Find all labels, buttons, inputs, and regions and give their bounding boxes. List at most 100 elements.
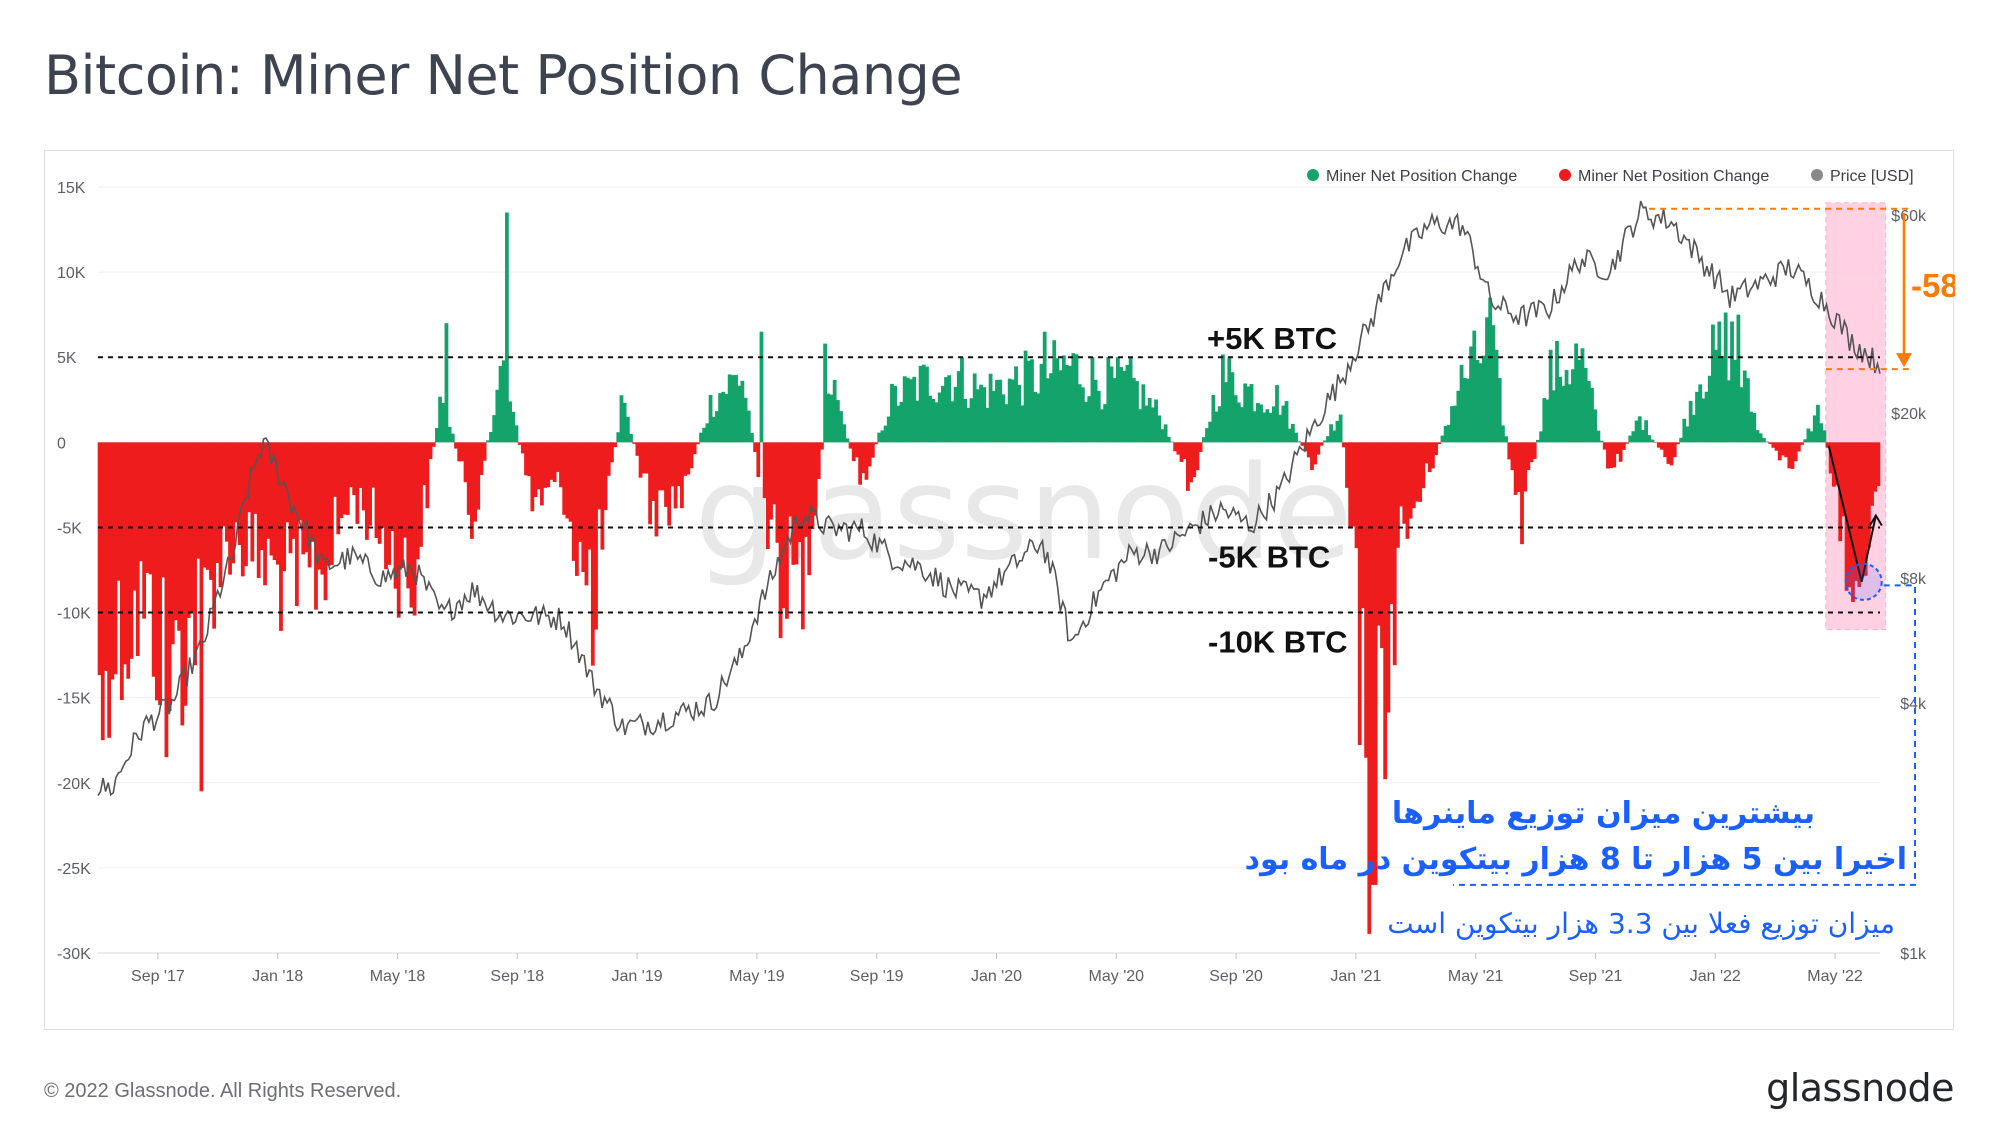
bar — [244, 442, 248, 567]
bar — [934, 402, 939, 443]
bar — [1150, 407, 1155, 443]
bar — [921, 364, 926, 443]
bar — [501, 360, 506, 443]
bar — [613, 442, 617, 448]
bar — [1816, 404, 1820, 443]
bar — [431, 442, 436, 447]
bar — [1236, 402, 1241, 443]
bar — [349, 442, 353, 488]
bar — [333, 442, 337, 497]
bar — [890, 383, 894, 443]
y-right-tick-label: $4k — [1900, 696, 1927, 713]
bar — [1023, 350, 1028, 443]
bar — [695, 442, 700, 445]
x-tick-label: Jan '21 — [1330, 968, 1381, 985]
bar — [1007, 378, 1012, 443]
bar — [377, 442, 382, 544]
bar — [275, 442, 280, 565]
bar — [1103, 404, 1108, 443]
bar — [918, 365, 923, 443]
bar — [1154, 399, 1158, 443]
bar — [829, 394, 834, 443]
price-line — [97, 200, 1881, 797]
bar — [1781, 442, 1785, 456]
bar — [1720, 355, 1725, 443]
bar — [406, 442, 411, 589]
bar — [594, 442, 598, 630]
bar — [832, 379, 837, 443]
x-tick-label: Jan '18 — [252, 968, 303, 985]
bar — [145, 442, 150, 573]
bar — [606, 442, 611, 476]
bar — [1189, 442, 1193, 483]
bar — [956, 371, 961, 443]
bar — [1338, 414, 1343, 443]
bar — [527, 442, 532, 477]
bar — [371, 442, 376, 488]
bar — [1586, 381, 1591, 443]
bar — [1135, 381, 1139, 443]
y-right-tick-label: $20k — [1891, 406, 1927, 423]
bar — [1459, 364, 1464, 443]
bar — [142, 442, 147, 619]
bar — [673, 442, 678, 509]
bar — [460, 442, 465, 462]
legend-swatch — [1307, 169, 1319, 181]
bar — [718, 393, 722, 443]
bar — [151, 442, 156, 677]
bar — [1682, 418, 1687, 443]
bar — [565, 442, 570, 519]
bar — [1405, 442, 1410, 539]
bar — [1641, 429, 1645, 443]
bar — [1408, 442, 1413, 519]
bar — [584, 442, 589, 586]
bar — [1335, 420, 1340, 443]
bar — [1790, 442, 1795, 469]
bar — [409, 442, 414, 608]
bar — [559, 442, 563, 488]
bar — [1469, 346, 1473, 443]
bar — [1516, 442, 1521, 492]
bar — [1462, 377, 1467, 443]
bar — [139, 442, 143, 562]
drawdown-label: -58% — [1911, 267, 1955, 304]
bar — [1539, 431, 1543, 443]
bar — [1647, 435, 1652, 443]
bar — [1170, 441, 1174, 443]
bar — [1676, 442, 1680, 445]
bar — [1389, 442, 1394, 605]
bar — [683, 442, 687, 476]
bar — [1711, 324, 1715, 443]
bar — [1205, 428, 1209, 443]
bar — [116, 442, 121, 581]
bar — [883, 425, 888, 443]
bar — [1112, 378, 1117, 443]
bar — [905, 377, 910, 443]
trend-arrowhead — [1869, 513, 1883, 527]
bar — [972, 373, 977, 443]
bar — [132, 442, 137, 591]
bar — [1418, 442, 1423, 502]
y-left-tick-label: -10K — [57, 606, 91, 623]
reference-line-label: -10K BTC — [1208, 625, 1348, 660]
bar — [689, 442, 694, 469]
bar — [794, 442, 799, 565]
bar — [1669, 442, 1674, 466]
bar — [1354, 442, 1359, 549]
bar — [1211, 394, 1216, 443]
bar — [126, 442, 131, 679]
bar — [1679, 437, 1684, 443]
bar — [307, 442, 312, 568]
bar — [482, 442, 487, 461]
bar — [1666, 442, 1671, 464]
bar — [1306, 442, 1311, 458]
bar — [1437, 442, 1442, 445]
bar — [183, 442, 188, 706]
bar — [1434, 442, 1438, 456]
bar — [301, 442, 306, 555]
bar — [1793, 442, 1798, 462]
bar — [721, 391, 726, 443]
bar — [1364, 442, 1368, 758]
legend-item-label: Miner Net Position Change — [1326, 168, 1517, 185]
bar — [186, 442, 191, 618]
